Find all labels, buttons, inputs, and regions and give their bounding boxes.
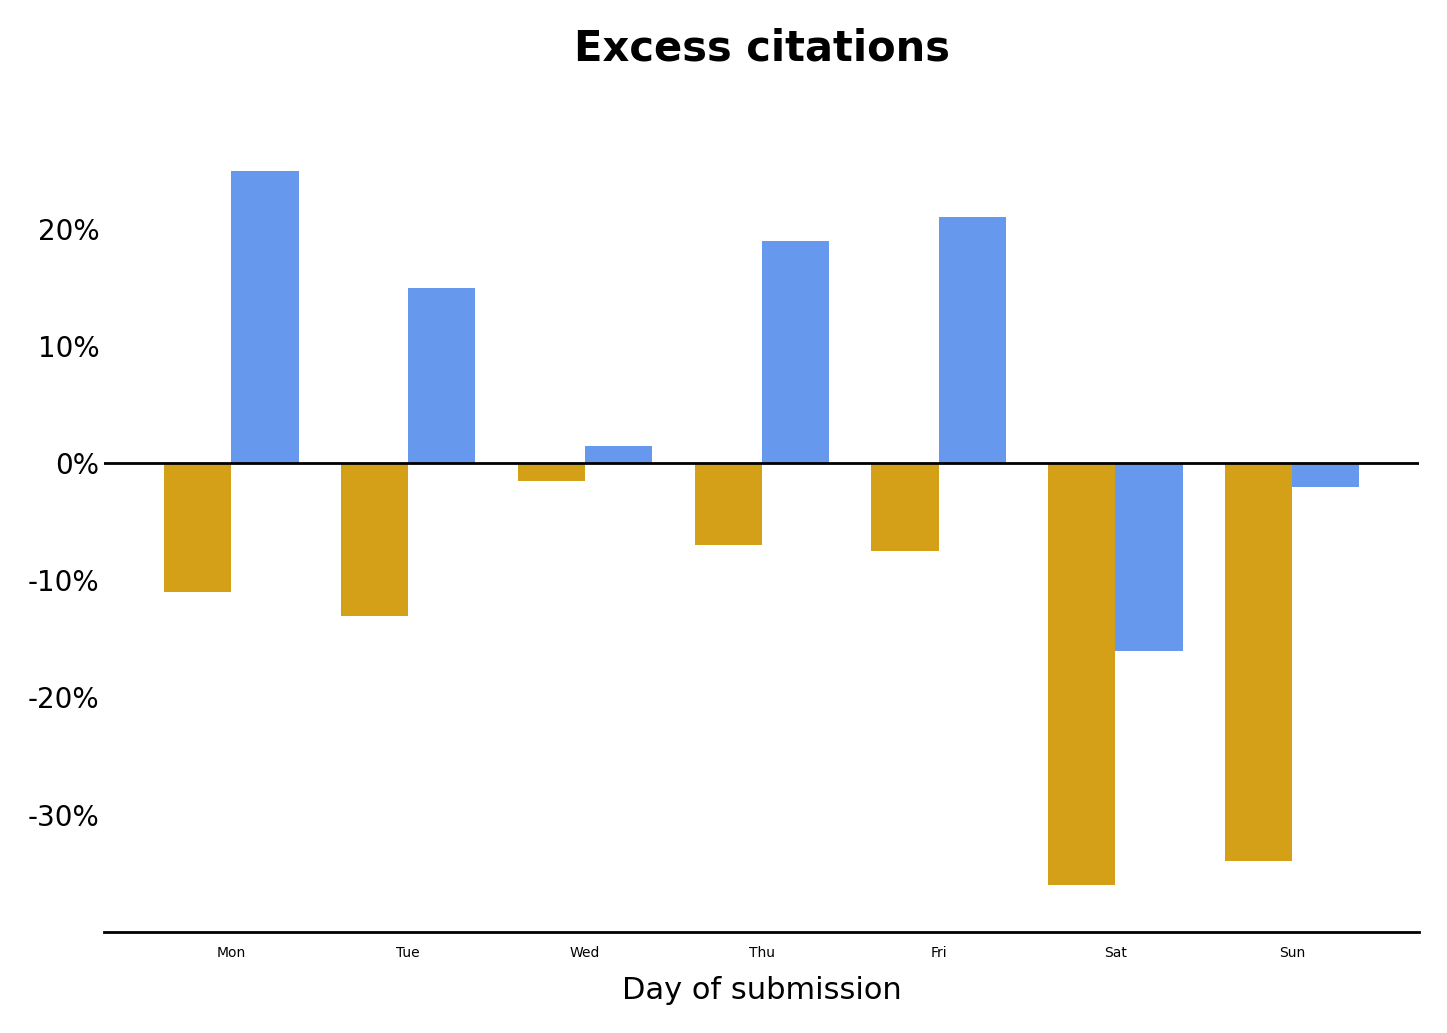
Bar — [939, 217, 1006, 463]
Bar — [1292, 463, 1360, 487]
Bar — [585, 445, 653, 463]
Bar — [341, 463, 408, 616]
Bar — [164, 463, 232, 592]
Bar — [408, 287, 476, 463]
Bar — [1048, 463, 1116, 885]
Bar — [232, 170, 298, 463]
Bar — [761, 241, 829, 463]
X-axis label: Day of submission: Day of submission — [622, 976, 901, 1005]
Bar — [1116, 463, 1182, 651]
Title: Excess citations: Excess citations — [574, 28, 949, 70]
Bar — [871, 463, 939, 551]
Bar — [1226, 463, 1292, 862]
Bar — [518, 463, 585, 480]
Bar — [695, 463, 761, 545]
